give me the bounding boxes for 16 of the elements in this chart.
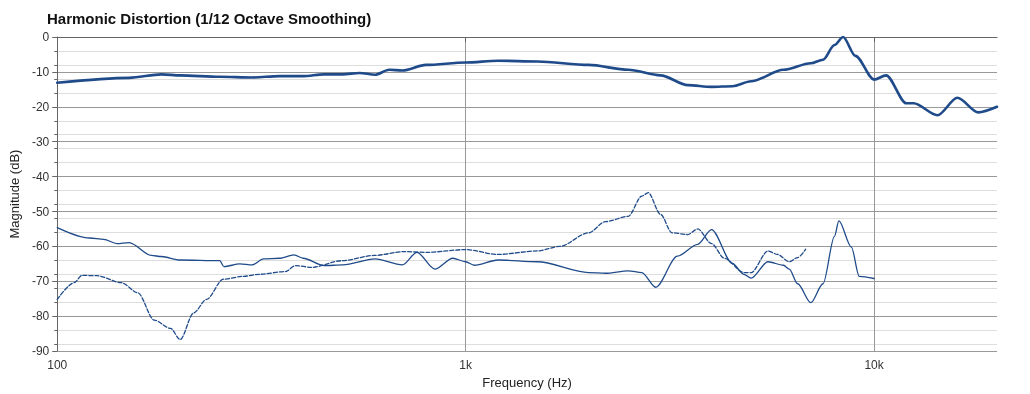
y-tick-label: -30 <box>31 134 50 149</box>
y-tick-label: -40 <box>31 169 50 184</box>
y-tick-label: -10 <box>31 64 50 79</box>
y-axis-title: Magnitude (dB) <box>7 149 22 239</box>
y-tick-label: -60 <box>31 239 50 254</box>
x-tick-label: 1k <box>459 358 473 373</box>
y-tick-label: -20 <box>31 99 50 114</box>
chart-title: Harmonic Distortion (1/12 Octave Smoothing) <box>47 10 372 27</box>
y-tick-label: -70 <box>31 274 50 289</box>
y-tick-label: -90 <box>31 344 50 359</box>
y-tick-label: -80 <box>31 309 50 324</box>
y-tick-label: 0 <box>42 30 50 44</box>
x-axis-title: Frequency (Hz) <box>482 375 572 390</box>
y-tick-label: -50 <box>31 204 50 219</box>
x-tick-label: 100 <box>47 358 68 373</box>
x-tick-label: 10k <box>864 358 885 373</box>
